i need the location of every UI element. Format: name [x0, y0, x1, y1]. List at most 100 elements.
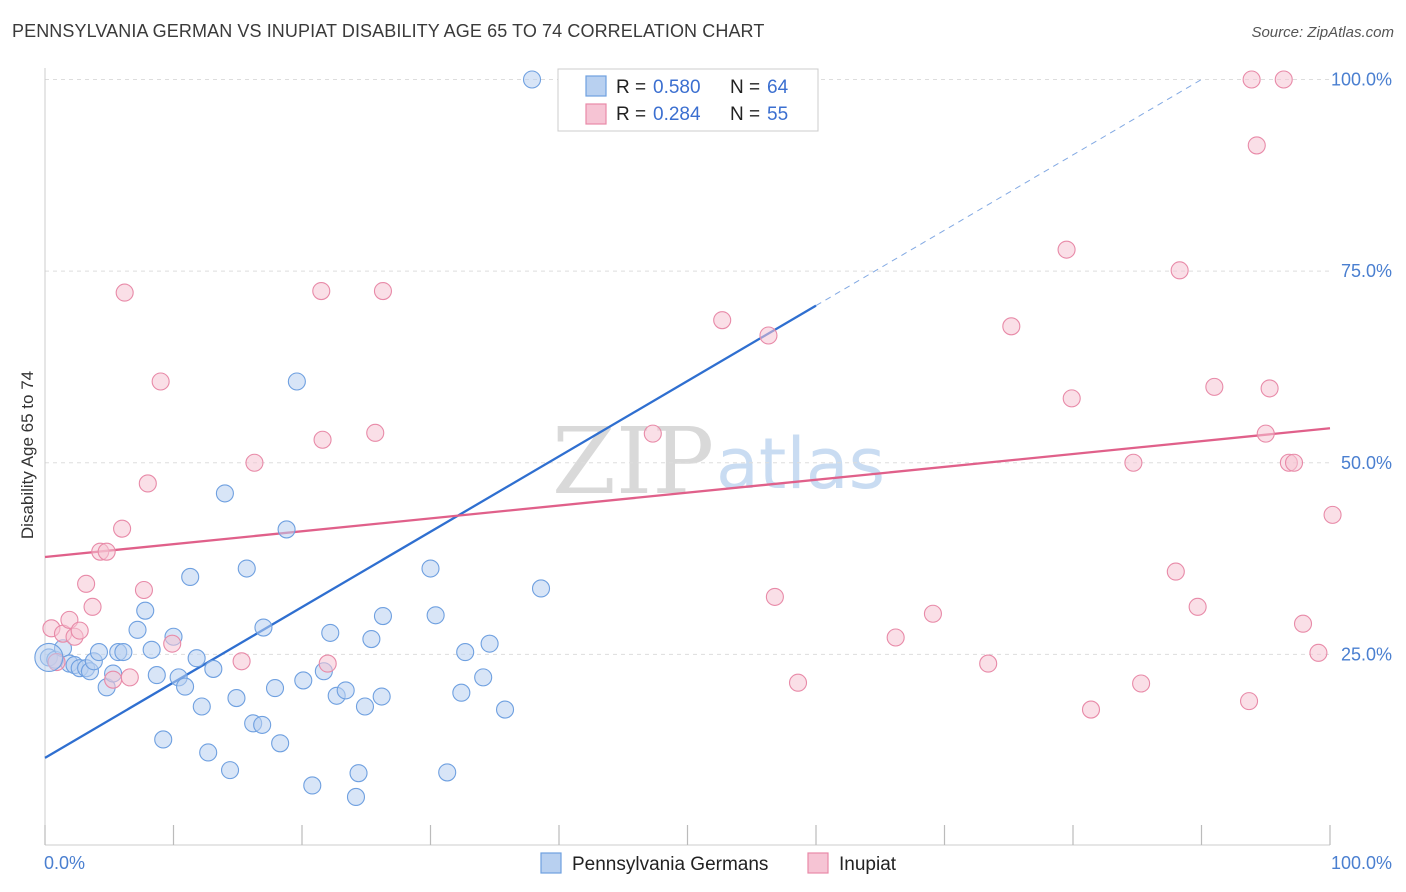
point-inupiat [1205, 377, 1224, 396]
point-inupiat [115, 283, 134, 302]
point-inupiat [788, 673, 808, 692]
point-pennsylvania-germans [321, 623, 340, 642]
point-pennsylvania-germans [89, 643, 109, 662]
point-inupiat [1002, 317, 1021, 336]
point-pennsylvania-germans [421, 559, 440, 578]
point-pennsylvania-germans [495, 700, 515, 719]
point-pennsylvania-germans [142, 640, 161, 659]
point-pennsylvania-germans [34, 642, 64, 672]
point-pennsylvania-germans [220, 761, 240, 780]
legend-swatch-pink [585, 103, 607, 125]
point-pennsylvania-germans [254, 618, 273, 637]
point-inupiat [83, 597, 102, 616]
point-inupiat [70, 621, 89, 640]
point-inupiat [1293, 614, 1313, 633]
watermark-atlas: atlas [716, 423, 885, 505]
point-inupiat [923, 604, 942, 623]
point-pennsylvania-germans [355, 697, 375, 716]
point-pennsylvania-germans [136, 601, 155, 620]
point-inupiat [120, 668, 139, 687]
point-pennsylvania-germans [426, 606, 445, 625]
point-pennsylvania-germans [176, 677, 195, 696]
point-pennsylvania-germans [227, 689, 246, 708]
point-inupiat [1057, 240, 1076, 259]
point-pennsylvania-germans [128, 620, 147, 639]
point-inupiat [1132, 674, 1151, 693]
point-inupiat [245, 453, 264, 472]
point-inupiat [1274, 70, 1293, 89]
legend-n-value-1: 64 [767, 77, 789, 98]
point-inupiat [232, 652, 251, 671]
point-inupiat [979, 654, 998, 673]
legend-n-label-2: N = [730, 104, 760, 125]
bottom-legend-swatch-pink [807, 852, 829, 874]
point-inupiat [163, 634, 182, 653]
point-inupiat [97, 542, 116, 561]
point-inupiat [138, 474, 157, 493]
point-pennsylvania-germans [114, 643, 133, 662]
point-pennsylvania-germans [192, 697, 211, 716]
point-inupiat [1242, 70, 1261, 89]
point-inupiat [886, 628, 905, 647]
bottom-legend-label-1: Pennsylvania Germans [572, 854, 768, 875]
point-inupiat [1260, 379, 1279, 398]
legend-n-value-2: 55 [767, 104, 788, 125]
legend-n-label-1: N = [730, 77, 760, 98]
y-tick-label: 25.0% [1341, 644, 1392, 664]
point-pennsylvania-germans [438, 763, 457, 782]
point-pennsylvania-germans [199, 743, 218, 762]
point-inupiat [313, 430, 332, 449]
legend-swatch-blue [585, 75, 607, 97]
axes [44, 68, 1331, 846]
point-pennsylvania-germans [336, 681, 355, 700]
point-pennsylvania-germans [480, 634, 499, 653]
legend-r-label-2: R = [616, 104, 646, 125]
point-pennsylvania-germans [531, 579, 551, 598]
trend-line-pennsylvania-germans-extension [815, 79, 1202, 307]
point-pennsylvania-germans [265, 679, 285, 698]
x-tick-label-max: 100.0% [1331, 853, 1392, 873]
point-pennsylvania-germans [287, 372, 306, 391]
y-tick-label: 100.0% [1331, 70, 1392, 90]
point-pennsylvania-germans [277, 520, 296, 539]
point-inupiat [1062, 389, 1081, 408]
point-inupiat [765, 587, 784, 606]
tick-labels: 25.0% 50.0% 75.0% 100.0% 0.0% 100.0% [44, 70, 1392, 874]
y-tick-label: 75.0% [1341, 261, 1392, 281]
source-label: Source: ZipAtlas.com [1251, 24, 1394, 41]
y-axis-label: Disability Age 65 to 74 [18, 371, 37, 539]
point-pennsylvania-germans [237, 559, 256, 578]
point-inupiat [77, 574, 96, 593]
point-inupiat [134, 580, 153, 600]
legend-r-value-2: 0.284 [653, 104, 701, 125]
point-pennsylvania-germans [253, 715, 272, 734]
trend-line-inupiat [44, 427, 1331, 559]
point-inupiat [1170, 261, 1189, 280]
point-pennsylvania-germans [522, 70, 542, 89]
chart-title: PENNSYLVANIA GERMAN VS INUPIAT DISABILIT… [12, 21, 765, 41]
x-tick-label-min: 0.0% [44, 853, 85, 873]
point-pennsylvania-germans [187, 649, 206, 668]
point-inupiat [1124, 453, 1143, 472]
point-pennsylvania-germans [373, 606, 393, 626]
point-pennsylvania-germans [271, 734, 290, 753]
point-pennsylvania-germans [154, 730, 173, 749]
point-inupiat [759, 326, 778, 345]
point-inupiat [151, 372, 170, 391]
point-inupiat [104, 670, 123, 689]
point-pennsylvania-germans [147, 666, 166, 685]
point-inupiat [366, 423, 385, 442]
point-inupiat [1323, 505, 1342, 524]
point-inupiat [113, 519, 132, 538]
point-inupiat [312, 282, 331, 301]
legend-r-value-1: 0.580 [653, 77, 701, 98]
point-inupiat [318, 654, 337, 673]
point-inupiat [373, 282, 393, 301]
point-inupiat [1166, 562, 1185, 581]
point-inupiat [1239, 692, 1259, 711]
point-inupiat [1188, 597, 1207, 616]
point-inupiat [713, 311, 732, 330]
legend: R = 0.580 N = 64 R = 0.284 N = 55 [557, 68, 819, 132]
point-pennsylvania-germans [303, 776, 322, 795]
